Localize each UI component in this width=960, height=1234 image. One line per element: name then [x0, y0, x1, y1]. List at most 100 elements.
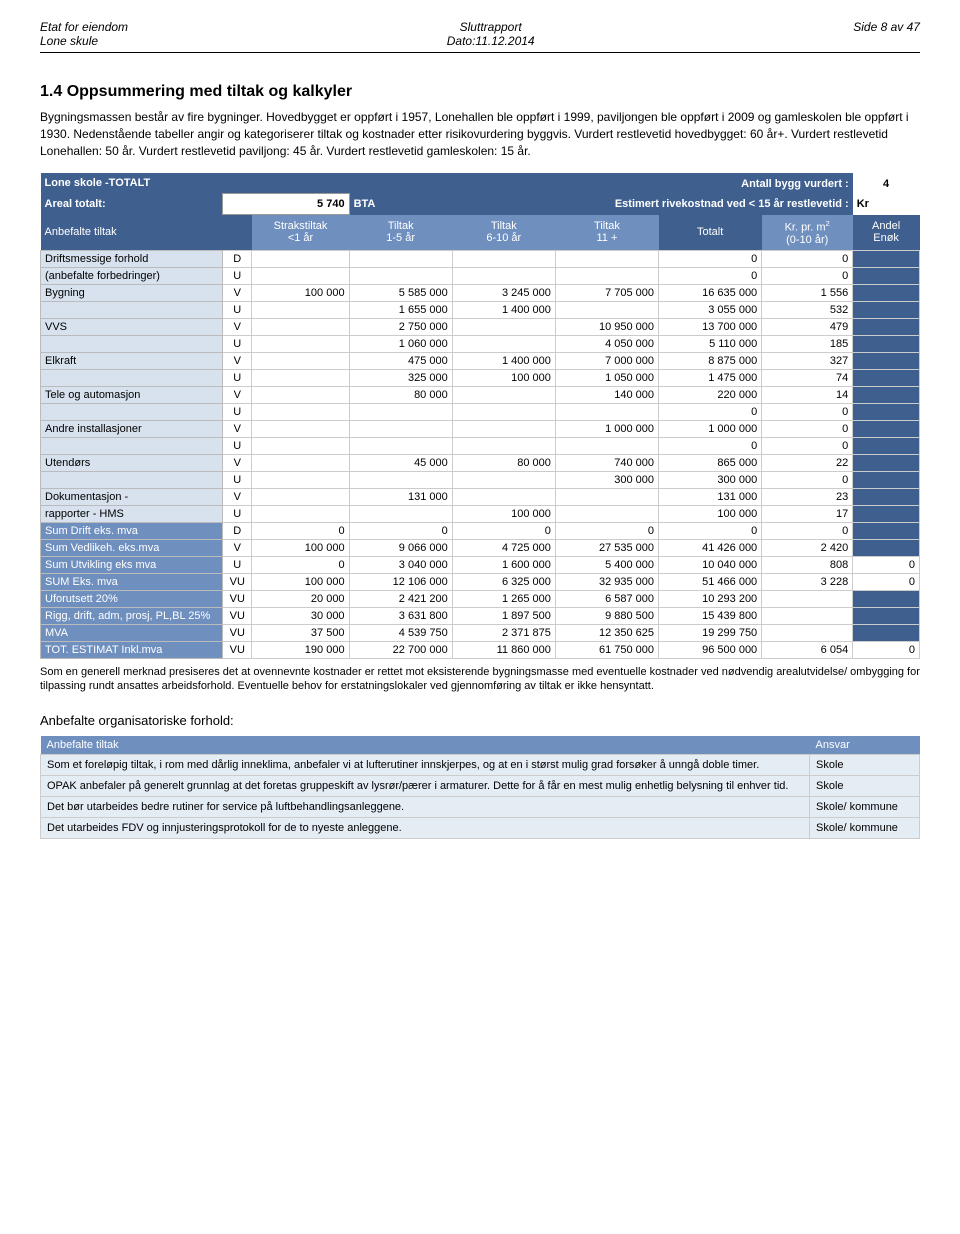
sum-label: Sum Utvikling eks mva — [41, 556, 223, 573]
table-row: U1 060 0004 050 0005 110 000185 — [41, 335, 920, 352]
row-label — [41, 403, 223, 420]
row-code: U — [223, 267, 252, 284]
row-label: Andre installasjoner — [41, 420, 223, 437]
row-code: U — [223, 437, 252, 454]
cell — [252, 335, 349, 352]
cell: 7 000 000 — [555, 352, 658, 369]
cell — [252, 250, 349, 267]
col-andel: AndelEnøk — [853, 215, 920, 250]
cell-enok — [853, 607, 920, 624]
sum-code: VU — [223, 573, 252, 590]
cell: 80 000 — [452, 454, 555, 471]
header-center-2: Dato:11.12.2014 — [447, 34, 535, 48]
cell-enok — [853, 369, 920, 386]
cell-enok: 0 — [853, 556, 920, 573]
cell: 5 585 000 — [349, 284, 452, 301]
cell: 51 466 000 — [659, 573, 762, 590]
areal-row: Areal totalt: 5 740 BTA Estimert rivekos… — [41, 194, 920, 215]
cell: 3 040 000 — [349, 556, 452, 573]
cell — [349, 403, 452, 420]
cell: 0 — [452, 522, 555, 539]
cell: 13 700 000 — [659, 318, 762, 335]
sum-row: Sum Utvikling eks mvaU 0 3 040 0001 600 00… — [41, 556, 920, 573]
org-ansvar: Skole/ kommune — [810, 797, 920, 818]
cell: 32 935 000 — [555, 573, 658, 590]
cell: 4 539 750 — [349, 624, 452, 641]
org-table-header: Anbefalte tiltak Ansvar — [41, 736, 920, 755]
cell — [555, 267, 658, 284]
section-title: 1.4 Oppsummering med tiltak og kalkyler — [40, 83, 920, 101]
cell: 1 600 000 — [452, 556, 555, 573]
row-label: Driftsmessige forhold — [41, 250, 223, 267]
cell — [452, 488, 555, 505]
cell: 9 066 000 — [349, 539, 452, 556]
row-code: V — [223, 318, 252, 335]
cell: 30 000 — [252, 607, 349, 624]
cell — [555, 437, 658, 454]
cell: 37 500 — [252, 624, 349, 641]
row-code: V — [223, 454, 252, 471]
cell — [555, 250, 658, 267]
cell: 20 000 — [252, 590, 349, 607]
sum-row: Uforutsett 20%VU20 0002 421 2001 265 000… — [41, 590, 920, 607]
cell — [349, 420, 452, 437]
cell: 80 000 — [349, 386, 452, 403]
org-ansvar: Skole — [810, 755, 920, 776]
cell: 19 299 750 — [659, 624, 762, 641]
cell-enok: 0 — [853, 573, 920, 590]
org-heading: Anbefalte organisatoriske forhold: — [40, 713, 920, 728]
cell: 8 875 000 — [659, 352, 762, 369]
cell: 10 040 000 — [659, 556, 762, 573]
sum-code: VU — [223, 641, 252, 658]
page-header: Etat for eiendom Lone skule Sluttrapport… — [40, 20, 920, 48]
cell: 6 587 000 — [555, 590, 658, 607]
org-tiltak: Det bør utarbeides bedre rutiner for ser… — [41, 797, 810, 818]
header-divider — [40, 52, 920, 53]
row-label: Bygning — [41, 284, 223, 301]
row-label: (anbefalte forbedringer) — [41, 267, 223, 284]
org-tiltak: Som et foreløpig tiltak, i rom med dårli… — [41, 755, 810, 776]
cell-enok — [853, 590, 920, 607]
row-code: U — [223, 505, 252, 522]
cell: 16 635 000 — [659, 284, 762, 301]
cell — [452, 386, 555, 403]
sum-code: VU — [223, 624, 252, 641]
sum-row: Sum Vedlikeh. eks.mvaV100 0009 066 0004 … — [41, 539, 920, 556]
cell: 190 000 — [252, 641, 349, 658]
cell: 100 000 — [452, 505, 555, 522]
row-code: U — [223, 335, 252, 352]
cell-enok — [853, 267, 920, 284]
row-code: U — [223, 369, 252, 386]
cell: 3 631 800 — [349, 607, 452, 624]
cell — [555, 403, 658, 420]
cell — [349, 437, 452, 454]
cell — [452, 318, 555, 335]
cell — [252, 471, 349, 488]
antall-value: 4 — [853, 173, 920, 194]
row-code: U — [223, 471, 252, 488]
sum-label: Uforutsett 20% — [41, 590, 223, 607]
cell: 45 000 — [349, 454, 452, 471]
cell: 1 400 000 — [452, 301, 555, 318]
cell: 1 400 000 — [452, 352, 555, 369]
cell: 475 000 — [349, 352, 452, 369]
cell: 100 000 — [252, 539, 349, 556]
cell — [762, 624, 853, 641]
sum-code: VU — [223, 607, 252, 624]
cell: 0 — [659, 267, 762, 284]
row-code: V — [223, 420, 252, 437]
sum-code: U — [223, 556, 252, 573]
cell: 1 060 000 — [349, 335, 452, 352]
row-code: D — [223, 250, 252, 267]
cell: 2 371 875 — [452, 624, 555, 641]
cell: 131 000 — [349, 488, 452, 505]
cell — [252, 505, 349, 522]
cell: 1 265 000 — [452, 590, 555, 607]
cell-enok — [853, 352, 920, 369]
col-tiltak15: Tiltak1-5 år — [349, 215, 452, 250]
cell: 1 000 000 — [555, 420, 658, 437]
cell — [252, 437, 349, 454]
cell — [452, 267, 555, 284]
cell: 1 050 000 — [555, 369, 658, 386]
cell: 532 — [762, 301, 853, 318]
